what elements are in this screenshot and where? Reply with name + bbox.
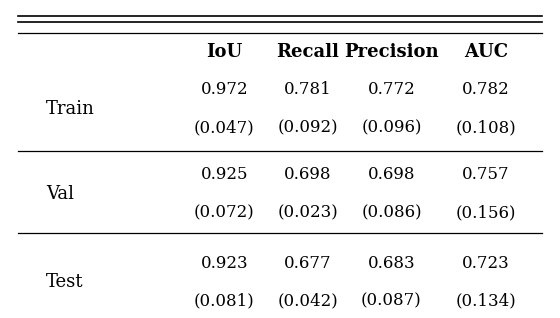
Text: IoU: IoU xyxy=(206,43,242,61)
Text: 0.923: 0.923 xyxy=(200,254,248,272)
Text: (0.072): (0.072) xyxy=(194,204,255,221)
Text: Val: Val xyxy=(46,185,74,203)
Text: 0.723: 0.723 xyxy=(463,254,510,272)
Text: 0.925: 0.925 xyxy=(200,166,248,183)
Text: (0.096): (0.096) xyxy=(361,119,422,136)
Text: Train: Train xyxy=(46,100,95,118)
Text: (0.108): (0.108) xyxy=(456,119,516,136)
Text: Precision: Precision xyxy=(344,43,438,61)
Text: (0.092): (0.092) xyxy=(278,119,338,136)
Text: Recall: Recall xyxy=(277,43,339,61)
Text: (0.047): (0.047) xyxy=(194,119,255,136)
Text: AUC: AUC xyxy=(464,43,508,61)
Text: (0.156): (0.156) xyxy=(456,204,516,221)
Text: (0.081): (0.081) xyxy=(194,292,255,309)
Text: 0.782: 0.782 xyxy=(463,81,510,98)
Text: (0.086): (0.086) xyxy=(361,204,422,221)
Text: 0.772: 0.772 xyxy=(367,81,416,98)
Text: 0.972: 0.972 xyxy=(200,81,248,98)
Text: 0.677: 0.677 xyxy=(284,254,332,272)
Text: (0.042): (0.042) xyxy=(278,292,338,309)
Text: 0.781: 0.781 xyxy=(284,81,332,98)
Text: (0.134): (0.134) xyxy=(456,292,516,309)
Text: 0.698: 0.698 xyxy=(284,166,332,183)
Text: 0.698: 0.698 xyxy=(368,166,415,183)
Text: (0.087): (0.087) xyxy=(361,292,422,309)
Text: 0.757: 0.757 xyxy=(463,166,510,183)
Text: (0.023): (0.023) xyxy=(278,204,338,221)
Text: Test: Test xyxy=(46,273,83,291)
Text: 0.683: 0.683 xyxy=(367,254,416,272)
